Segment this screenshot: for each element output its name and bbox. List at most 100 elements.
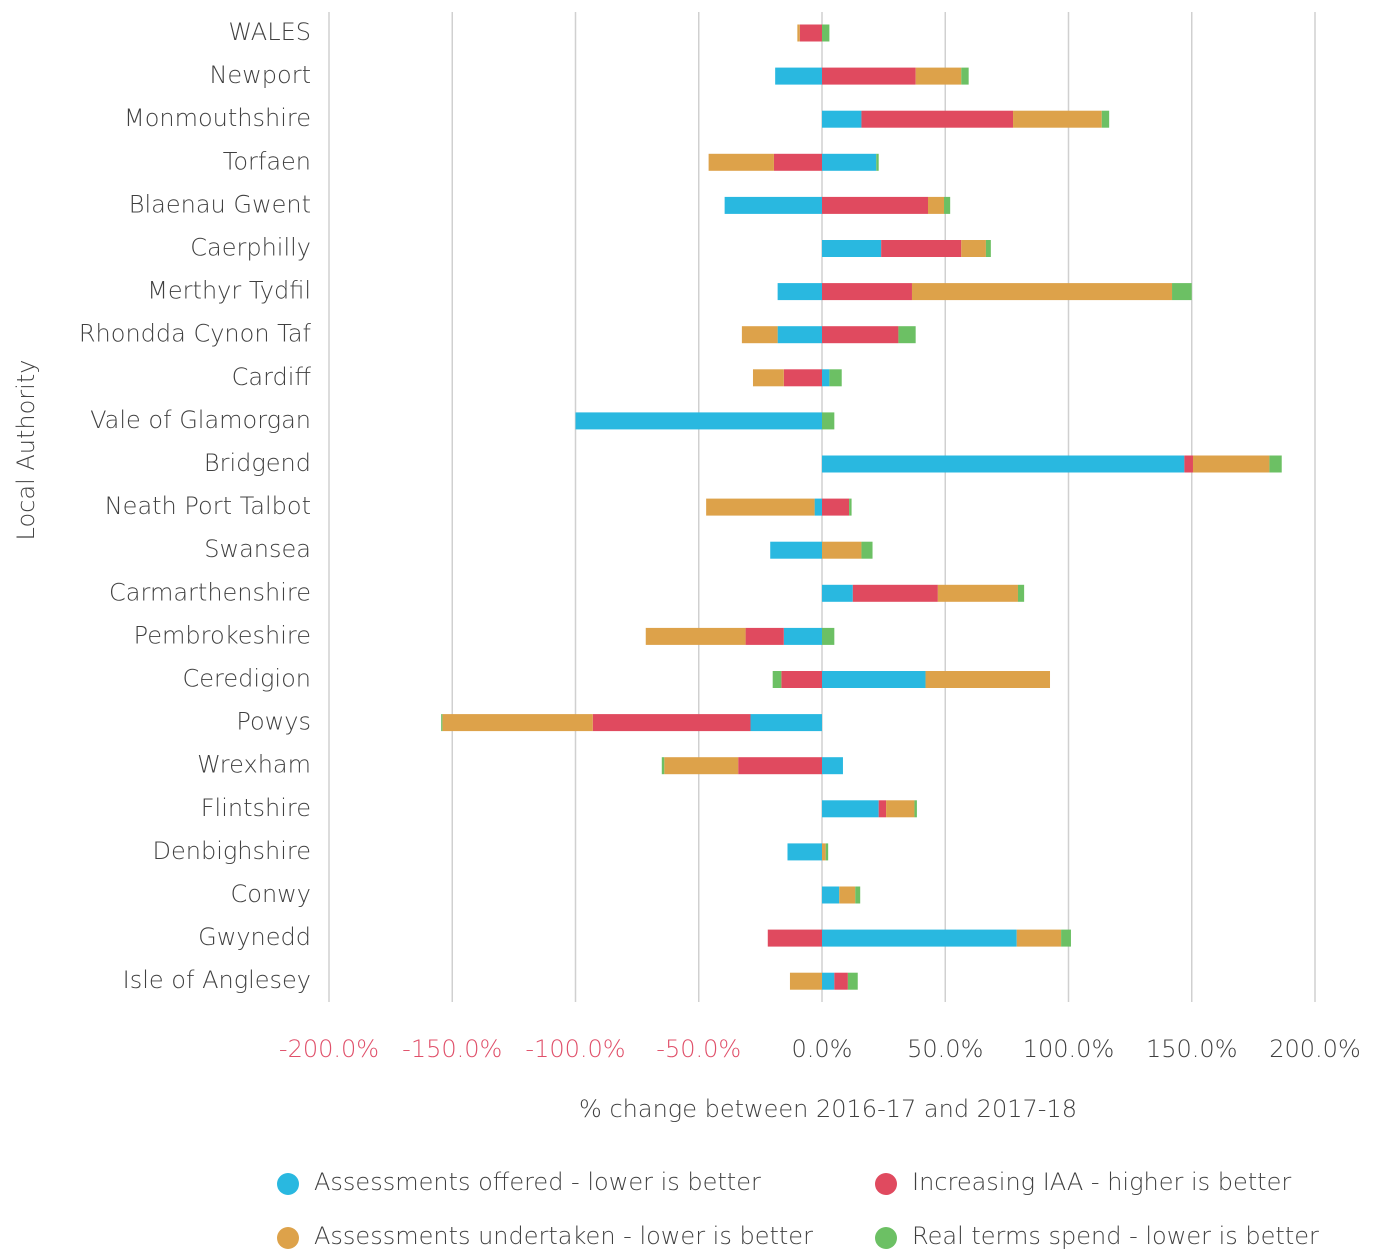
bar-segment [645, 627, 746, 645]
bar-segment [777, 283, 822, 301]
bar-segment [822, 196, 928, 214]
bar-segment [1184, 455, 1193, 473]
bar-segment [822, 671, 926, 688]
bar-segment [775, 67, 822, 85]
y-tick-label: Vale of Glamorgan [90, 406, 311, 434]
bar-segment [781, 671, 822, 688]
y-tick-label: Powys [236, 708, 311, 736]
y-tick-label: Conwy [231, 880, 311, 908]
bar-segment [961, 67, 969, 85]
bar-segment [886, 800, 915, 818]
bar-segment [876, 153, 879, 171]
legend-label: Real terms spend - lower is better [912, 1222, 1319, 1250]
bar-segment [741, 326, 778, 344]
bar-segment [822, 240, 882, 257]
bar-segment [985, 240, 991, 257]
bar-segment [825, 843, 829, 861]
bar-segment [1192, 455, 1270, 473]
bar-segment [822, 757, 843, 775]
y-tick-label: Wrexham [197, 751, 311, 779]
bar-segment [783, 627, 822, 645]
bar-segment [1269, 455, 1282, 473]
bar-segment [839, 886, 856, 904]
y-tick-label: Caerphilly [190, 234, 311, 262]
bar-segment [927, 196, 945, 214]
bar-segment [914, 800, 917, 818]
y-tick-label: Pembrokeshire [134, 621, 311, 649]
bar-segment [706, 498, 815, 516]
legend-label: Assessments offered - lower is better [314, 1168, 761, 1196]
y-tick-label: Cardiff [232, 363, 312, 391]
bar-segment [898, 326, 916, 344]
bar-segment [822, 929, 1017, 947]
bar-segment [822, 455, 1185, 473]
legend-label: Increasing IAA - higher is better [912, 1168, 1291, 1196]
y-tick-label: Swansea [204, 535, 311, 563]
y-tick-label: Gwynedd [198, 923, 311, 951]
x-tick-label: 50.0% [907, 1035, 983, 1063]
x-tick-label: -150.0% [402, 1035, 502, 1063]
legend-swatch [875, 1173, 897, 1195]
bar-segment [822, 283, 912, 301]
bar-segment [878, 800, 887, 818]
bar-segment [822, 24, 830, 42]
y-tick-label: Isle of Anglesey [123, 966, 311, 994]
x-tick-label: 150.0% [1146, 1035, 1238, 1063]
bar-segment [925, 671, 1051, 688]
bar-segment [724, 196, 822, 214]
bar-segment [799, 24, 822, 42]
y-tick-label: Blaenau Gwent [129, 190, 311, 218]
bar-segment [861, 541, 873, 559]
bar-segment [752, 369, 784, 387]
bar-segment [961, 240, 986, 257]
bar-segment [708, 153, 774, 171]
bar-segment [1061, 929, 1071, 947]
y-tick-label: Neath Port Talbot [105, 492, 311, 520]
y-tick-label: WALES [228, 18, 311, 46]
x-tick-label: 0.0% [792, 1035, 853, 1063]
bar-segment [822, 800, 879, 818]
x-tick-label: 100.0% [1023, 1035, 1115, 1063]
bar-segment [1172, 283, 1192, 301]
y-tick-label: Carmarthenshire [109, 578, 311, 606]
bar-segment [915, 67, 962, 85]
bar-segment [767, 929, 822, 947]
bar-segment [822, 153, 877, 171]
x-tick-label: -50.0% [656, 1035, 741, 1063]
bar-segment [661, 757, 665, 775]
bar-segment [861, 110, 1014, 128]
bar-segment [881, 240, 962, 257]
bar-segment [814, 498, 822, 516]
bar-segment [822, 627, 835, 645]
bar-segment [829, 369, 842, 387]
bar-segment [822, 498, 850, 516]
bar-segment [911, 283, 1173, 301]
y-axis-title: Local Authority [12, 360, 40, 541]
legend-swatch [875, 1227, 897, 1249]
bar-segment [849, 498, 852, 516]
legend-swatch [277, 1227, 299, 1249]
bar-segment [770, 541, 822, 559]
bar-segment [1016, 929, 1062, 947]
x-tick-label: -100.0% [525, 1035, 625, 1063]
y-tick-label: Flintshire [201, 794, 311, 822]
bar-segment [937, 584, 1018, 602]
bar-segment [944, 196, 951, 214]
bar-segment [787, 843, 822, 861]
bar-segment [575, 412, 822, 430]
bar-segment [783, 369, 822, 387]
x-tick-label: 200.0% [1269, 1035, 1361, 1063]
bar-segment [441, 714, 443, 732]
bar-segment [822, 541, 862, 559]
bar-segment [750, 714, 822, 732]
y-tick-label: Bridgend [204, 449, 311, 477]
bar-segment [822, 326, 899, 344]
bar-segment [664, 757, 739, 775]
bar-segment [745, 627, 784, 645]
bar-segment [822, 110, 862, 128]
bar-segment [789, 972, 822, 990]
y-tick-label: Denbighshire [153, 837, 311, 865]
legend-label: Assessments undertaken - lower is better [314, 1222, 813, 1250]
bar-segment [592, 714, 751, 732]
